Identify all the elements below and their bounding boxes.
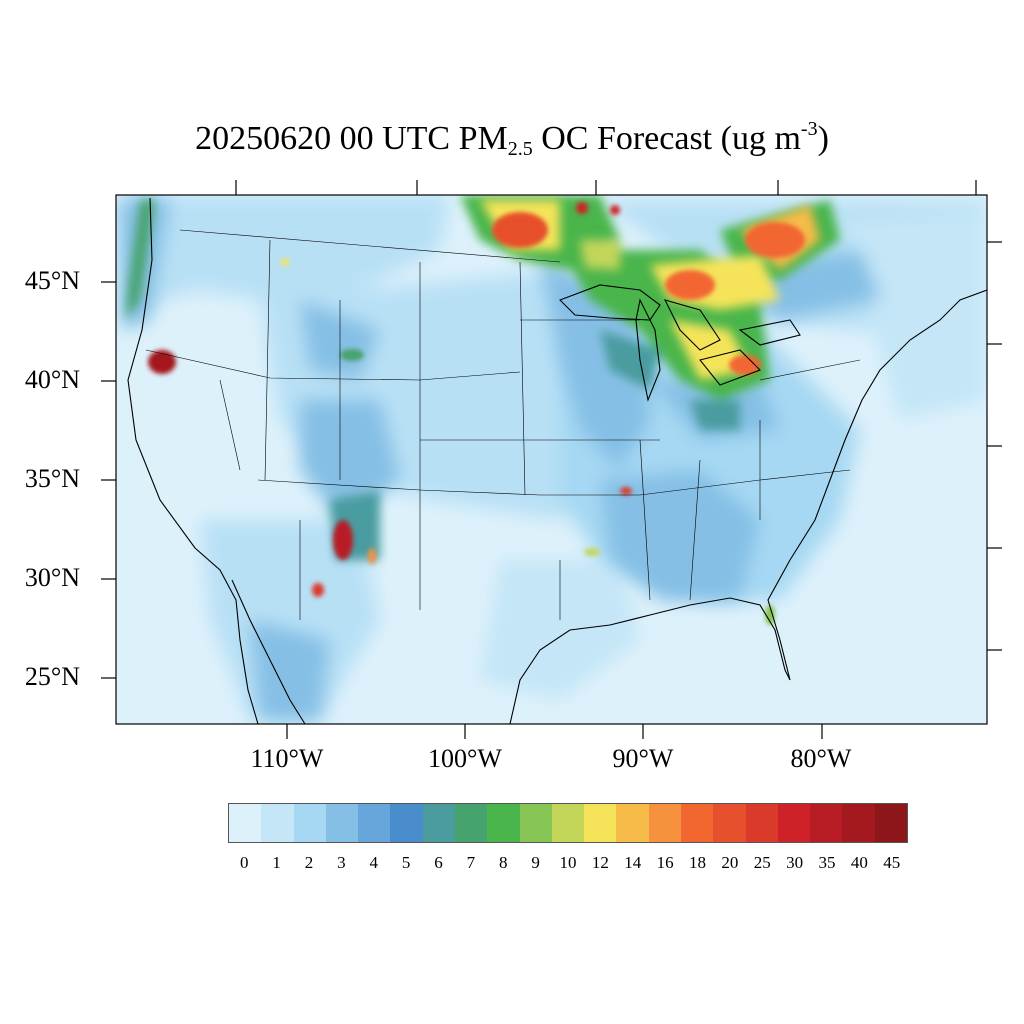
colorbar-swatch xyxy=(422,804,455,842)
colorbar-label: 5 xyxy=(401,853,411,872)
colorbar-swatch xyxy=(842,804,875,842)
colorbar-label: 8 xyxy=(498,853,508,872)
map-frame xyxy=(115,194,988,725)
colorbar-label: 2 xyxy=(304,853,314,872)
lat-label-35: 35°N xyxy=(24,464,80,493)
state-borders xyxy=(145,229,861,620)
colorbar-swatch xyxy=(648,804,681,842)
colorbar-label: 30 xyxy=(786,853,804,872)
colorbar-label: 40 xyxy=(850,853,868,872)
colorbar-swatch xyxy=(874,804,907,842)
colorbar-swatch xyxy=(229,804,262,842)
lat-label-45: 45°N xyxy=(24,266,80,295)
frame-ticks xyxy=(101,180,1002,739)
lat-label-40: 40°N xyxy=(24,365,80,394)
colorbar-swatch xyxy=(293,804,326,842)
colorbar-label: 1 xyxy=(272,853,281,872)
colorbar-swatch xyxy=(810,804,843,842)
colorbar-label: 3 xyxy=(337,853,346,872)
colorbar-label: 35 xyxy=(818,853,836,872)
colorbar xyxy=(228,803,908,843)
colorbar-swatch xyxy=(616,804,649,842)
colorbar-swatch xyxy=(519,804,552,842)
lon-label-110w: 110°W xyxy=(250,744,324,773)
lat-label-30: 30°N xyxy=(24,563,80,592)
colorbar-swatch xyxy=(551,804,585,842)
colorbar-label: 14 xyxy=(624,853,642,872)
colorbar-label: 10 xyxy=(559,853,577,872)
colorbar-swatch xyxy=(745,804,778,842)
colorbar-label: 16 xyxy=(656,853,674,872)
colorbar-label: 6 xyxy=(434,853,443,872)
title-end: ) xyxy=(817,120,829,157)
concentration-field xyxy=(116,195,987,724)
colorbar-swatch xyxy=(487,804,520,842)
title-middle: OC Forecast (ug m xyxy=(532,120,801,157)
colorbar-swatch xyxy=(358,804,391,842)
map-title: 20250620 00 UTC PM2.5 OC Forecast (ug m-… xyxy=(0,118,1024,161)
colorbar-swatch xyxy=(584,804,617,842)
colorbar-swatch xyxy=(777,804,811,842)
colorbar-label: 12 xyxy=(591,853,609,872)
colorbar-label: 25 xyxy=(753,853,771,872)
lon-label-80w: 80°W xyxy=(790,744,852,773)
colorbar-swatch xyxy=(261,804,294,842)
title-main: 20250620 00 UTC PM xyxy=(195,120,508,157)
colorbar-swatch xyxy=(454,804,488,842)
colorbar-swatch xyxy=(713,804,746,842)
colorbar-label: 20 xyxy=(721,853,739,872)
lon-label-100w: 100°W xyxy=(428,744,502,773)
lon-label-90w: 90°W xyxy=(612,744,674,773)
colorbar-swatch xyxy=(325,804,359,842)
title-superscript: -3 xyxy=(800,118,818,140)
colorbar-swatch xyxy=(390,804,423,842)
colorbar-label: 9 xyxy=(531,853,540,872)
colorbar-label: 45 xyxy=(883,853,901,872)
colorbar-label: 18 xyxy=(689,853,707,872)
lat-label-25: 25°N xyxy=(24,662,80,691)
colorbar-label: 0 xyxy=(239,853,249,872)
colorbar-labels: 0 1 2 3 4 5 6 7 8 9 10 12 14 16 18 20 25 30 35 40 45 xyxy=(0,853,1024,877)
colorbar-swatch xyxy=(680,804,714,842)
colorbar-label: 4 xyxy=(369,853,378,872)
title-subscript: 2.5 xyxy=(507,138,533,160)
colorbar-label: 7 xyxy=(466,853,476,872)
